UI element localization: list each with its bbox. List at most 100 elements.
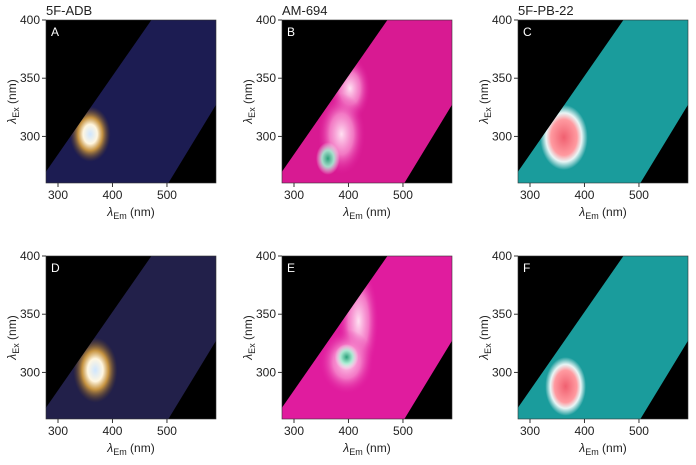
- y-tick-label: 350: [492, 71, 512, 85]
- axis-subscript: Ex: [11, 343, 21, 354]
- x-tick-label: 400: [574, 424, 594, 438]
- axis-subscript: Em: [113, 211, 127, 221]
- axis-symbol: λ: [477, 118, 491, 125]
- panel-letter: B: [287, 25, 295, 39]
- y-tick-label: 350: [492, 307, 512, 321]
- x-tick-label: 500: [157, 424, 177, 438]
- x-tick-label: 400: [338, 188, 358, 202]
- axis-unit: (nm): [5, 315, 19, 343]
- panel: 300 400 500 300 350 400 A 5F-ADB: [20, 3, 217, 202]
- axis-symbol: λ: [578, 441, 585, 455]
- x-tick-label: 500: [629, 424, 649, 438]
- y-tick-label: 400: [256, 13, 276, 27]
- panel: 300 400 500 300 350 400 C 5F-PB-22: [492, 3, 689, 202]
- y-tick-label: 300: [256, 129, 276, 143]
- panel-letter: E: [287, 261, 295, 275]
- y-tick-label: 350: [20, 71, 40, 85]
- panel-title: AM-694: [282, 3, 328, 18]
- axis-subscript: Em: [585, 211, 599, 221]
- panel-letter: C: [523, 25, 532, 39]
- axis-label: λEm (nm): [578, 441, 626, 457]
- axis-unit: (nm): [599, 205, 627, 219]
- plot-frame: [517, 255, 689, 420]
- y-tick-label: 300: [492, 129, 512, 143]
- axis-symbol: λ: [342, 441, 349, 455]
- axis-symbol: λ: [241, 118, 255, 125]
- y-tick-label: 350: [256, 307, 276, 321]
- y-tick-label: 400: [492, 249, 512, 263]
- axis-symbol: λ: [241, 354, 255, 361]
- x-tick-label: 300: [48, 188, 68, 202]
- axis-unit: (nm): [477, 315, 491, 343]
- axis-unit: (nm): [599, 441, 627, 455]
- panel-letter: F: [523, 261, 530, 275]
- plot-frame: [45, 255, 217, 420]
- axis-label: λEm (nm): [106, 441, 154, 457]
- axis-label: λEx (nm): [241, 79, 257, 124]
- intensity-blob: [316, 142, 340, 175]
- x-tick-label: 500: [393, 424, 413, 438]
- x-tick-label: 300: [48, 424, 68, 438]
- x-tick-label: 300: [284, 424, 304, 438]
- panel-letter: D: [51, 261, 60, 275]
- plot-frame: [45, 19, 217, 184]
- y-tick-label: 400: [20, 13, 40, 27]
- panel: 300 400 500 300 350 400 F: [492, 249, 689, 438]
- axis-unit: (nm): [127, 205, 155, 219]
- plot-frame: [281, 255, 453, 420]
- axis-label: λEm (nm): [342, 205, 390, 221]
- axis-symbol: λ: [106, 205, 113, 219]
- y-tick-label: 300: [256, 365, 276, 379]
- y-tick-label: 300: [20, 365, 40, 379]
- axis-unit: (nm): [477, 79, 491, 107]
- x-tick-label: 300: [520, 424, 540, 438]
- axis-unit: (nm): [127, 441, 155, 455]
- y-tick-label: 350: [256, 71, 276, 85]
- panel: 300 400 500 300 350 400 D: [20, 249, 217, 438]
- axis-subscript: Ex: [247, 343, 257, 354]
- axis-unit: (nm): [241, 315, 255, 343]
- y-tick-label: 300: [492, 365, 512, 379]
- axis-label: λEx (nm): [241, 315, 257, 360]
- axis-subscript: Ex: [483, 107, 493, 118]
- axis-symbol: λ: [578, 205, 585, 219]
- y-tick-label: 400: [492, 13, 512, 27]
- axis-subscript: Em: [585, 447, 599, 457]
- x-tick-label: 300: [520, 188, 540, 202]
- y-tick-label: 400: [20, 249, 40, 263]
- axis-symbol: λ: [106, 441, 113, 455]
- panel-title: 5F-PB-22: [518, 3, 574, 18]
- axis-unit: (nm): [363, 441, 391, 455]
- panel-title: 5F-ADB: [46, 3, 92, 18]
- axis-label: λEx (nm): [5, 315, 21, 360]
- plot-frame: [281, 19, 453, 184]
- x-tick-label: 400: [102, 188, 122, 202]
- axis-subscript: Em: [349, 447, 363, 457]
- panel-letter: A: [51, 25, 59, 39]
- axis-unit: (nm): [5, 79, 19, 107]
- y-tick-label: 300: [20, 129, 40, 143]
- axis-label: λEm (nm): [578, 205, 626, 221]
- x-tick-label: 400: [102, 424, 122, 438]
- axis-label: λEm (nm): [342, 441, 390, 457]
- axis-symbol: λ: [342, 205, 349, 219]
- x-tick-label: 500: [629, 188, 649, 202]
- x-tick-label: 500: [157, 188, 177, 202]
- axis-subscript: Em: [349, 211, 363, 221]
- x-tick-label: 400: [338, 424, 358, 438]
- plot-frame: [517, 19, 689, 184]
- axis-label: λEx (nm): [477, 79, 493, 124]
- y-tick-label: 350: [20, 307, 40, 321]
- axis-subscript: Em: [113, 447, 127, 457]
- axis-subscript: Ex: [247, 107, 257, 118]
- axis-symbol: λ: [477, 354, 491, 361]
- axis-symbol: λ: [5, 118, 19, 125]
- axis-subscript: Ex: [11, 107, 21, 118]
- axis-symbol: λ: [5, 354, 19, 361]
- intensity-blob: [73, 337, 118, 403]
- panel: 300 400 500 300 350 400 E: [256, 249, 453, 438]
- panel: 300 400 500 300 350 400 B AM-694: [256, 3, 453, 202]
- x-tick-label: 300: [284, 188, 304, 202]
- x-tick-label: 500: [393, 188, 413, 202]
